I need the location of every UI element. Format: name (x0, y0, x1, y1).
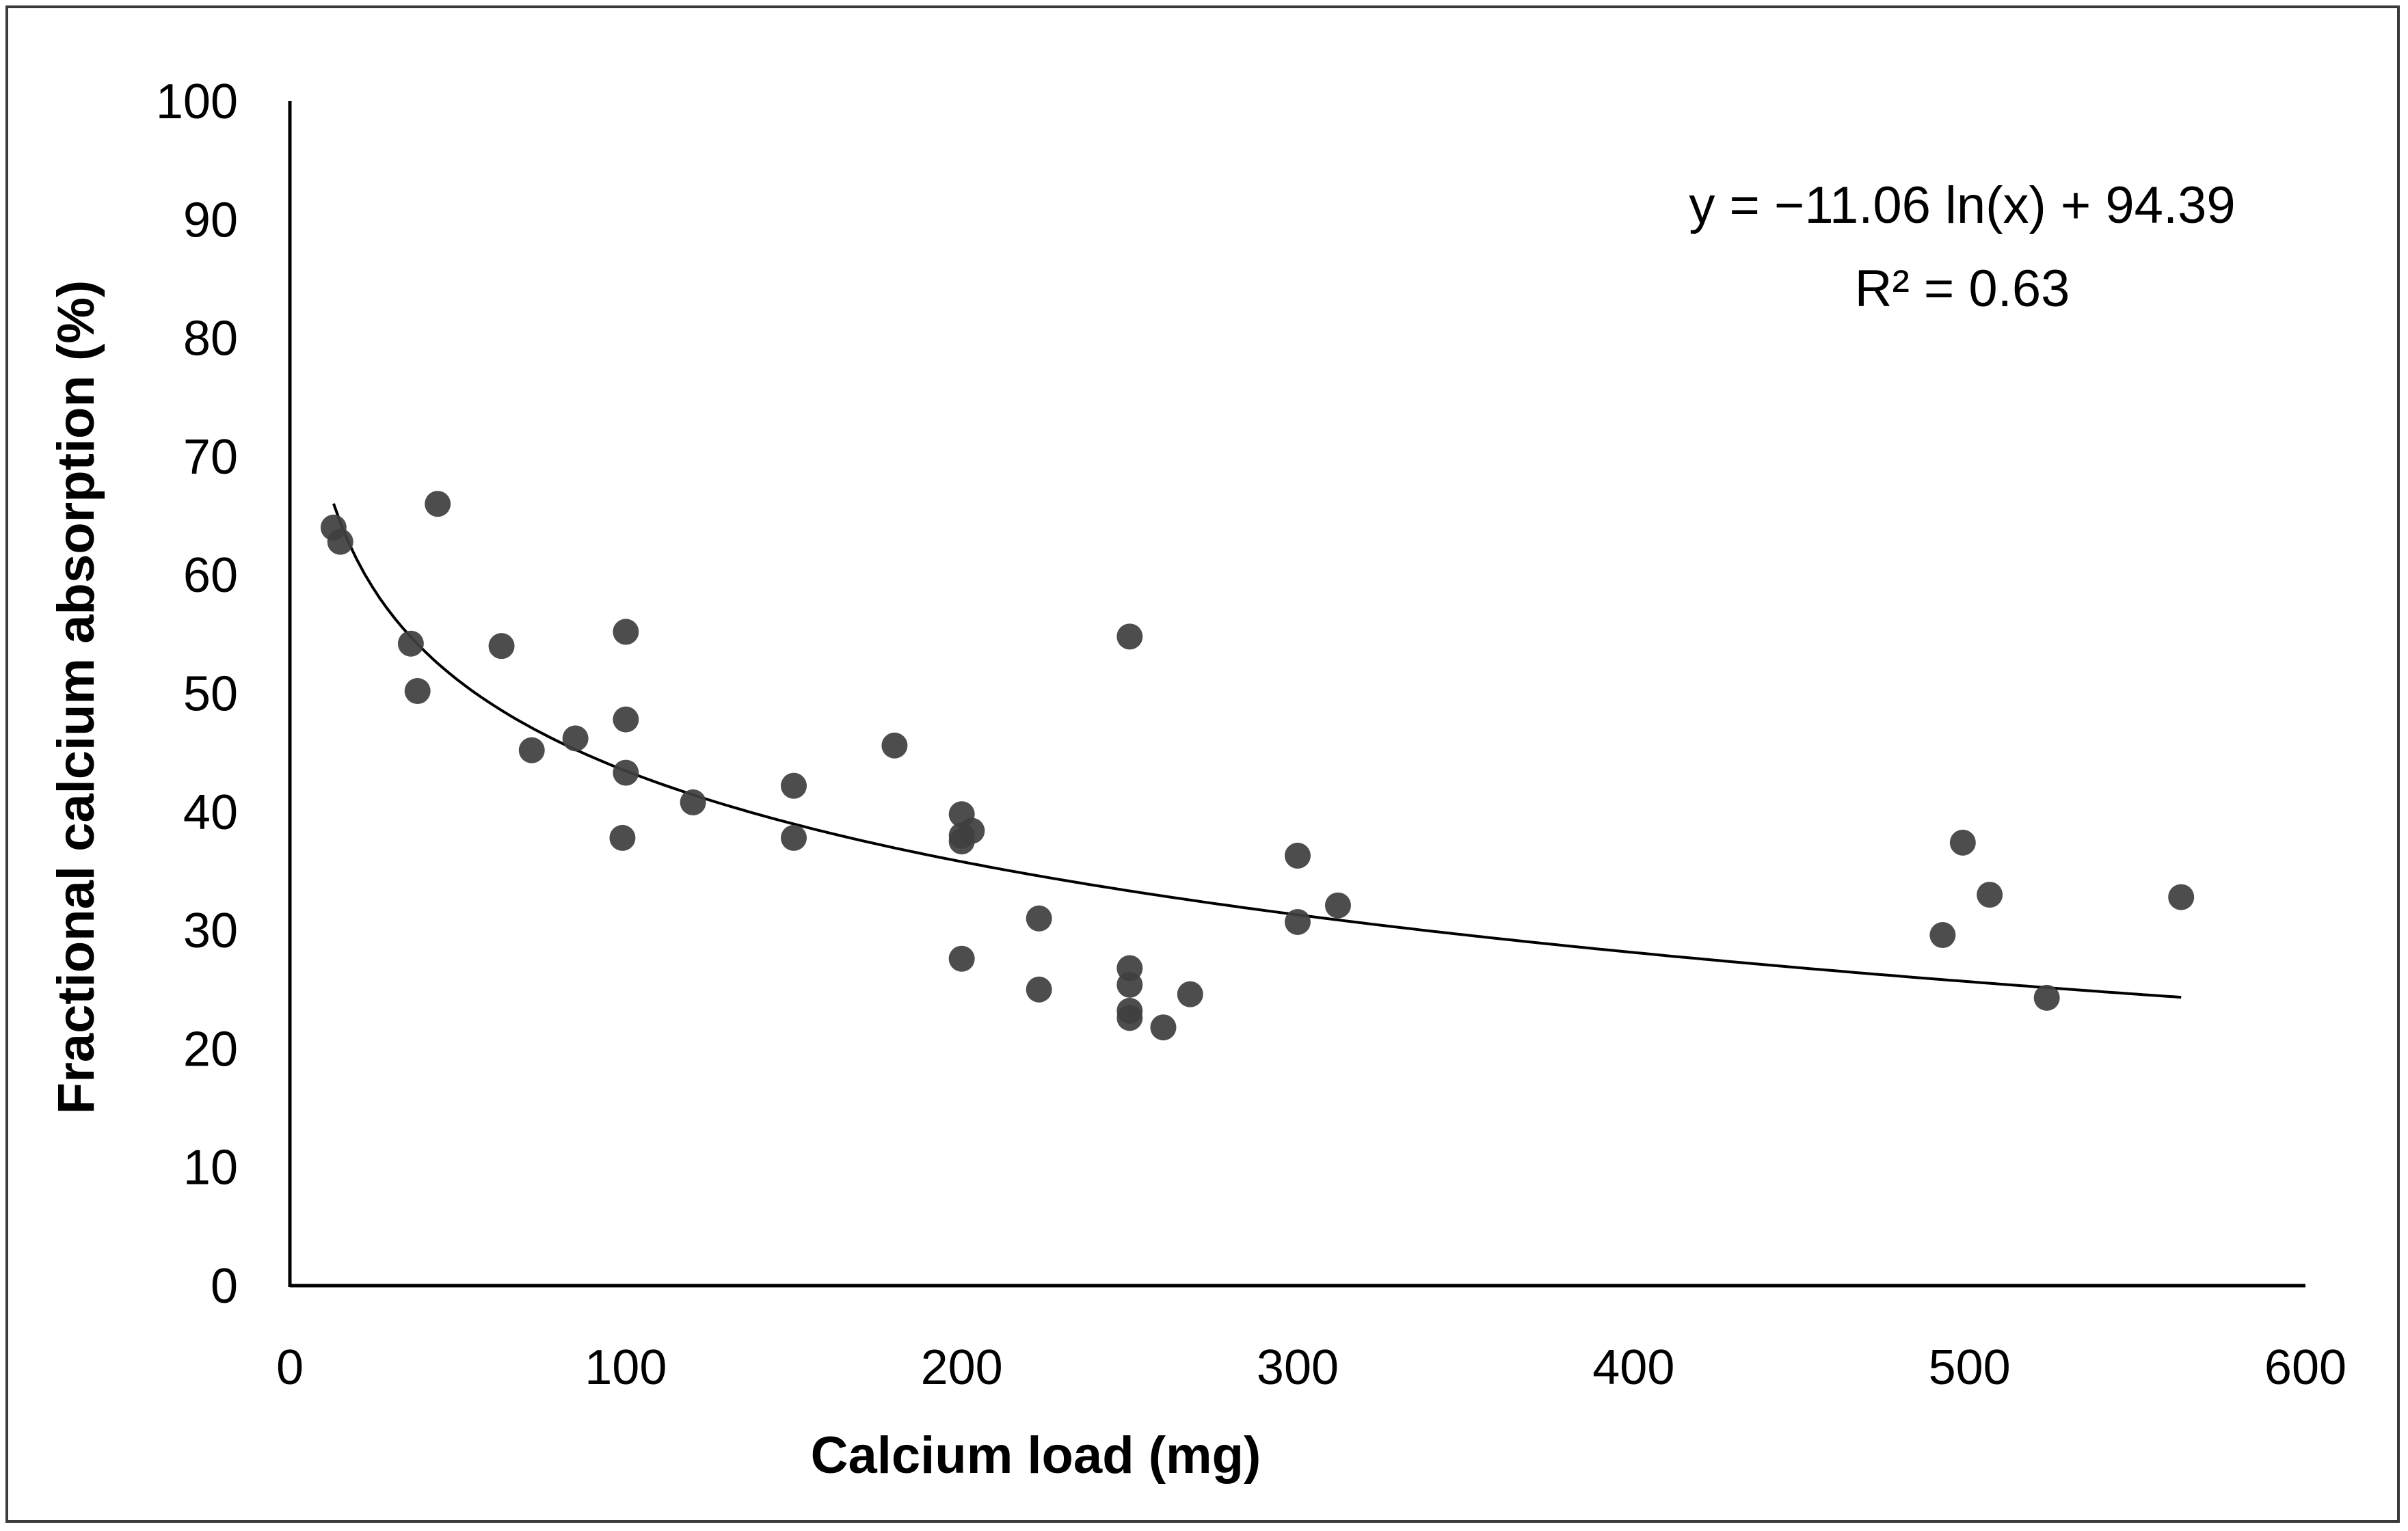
data-point-13 (781, 772, 807, 799)
y-tick-label-7: 70 (183, 430, 238, 485)
trendline-equation: y = −11.06 ln(x) + 94.39 (1689, 176, 2235, 234)
data-point-22 (1026, 976, 1052, 1003)
y-tick-label-1: 10 (183, 1141, 238, 1195)
data-point-36 (2033, 984, 2060, 1011)
data-point-35 (1977, 882, 2003, 908)
chart-frame (5, 5, 2400, 1523)
data-point-9 (613, 619, 639, 645)
y-tick-label-5: 50 (183, 667, 238, 722)
y-tick-label-6: 60 (183, 548, 238, 603)
axes (288, 101, 2305, 1288)
x-tick-label-3: 300 (1257, 1340, 1339, 1395)
x-tick-label-6: 600 (2264, 1340, 2346, 1395)
r-squared-label: R² = 0.63 (1855, 260, 2070, 318)
data-point-10 (613, 706, 639, 733)
data-point-34 (1949, 829, 1976, 856)
x-tick-label-2: 200 (921, 1340, 1003, 1395)
trendline (332, 503, 2182, 999)
y-tick-label-2: 20 (183, 1022, 238, 1076)
x-tick-label-1: 100 (585, 1340, 667, 1395)
y-tick-label-0: 0 (211, 1259, 238, 1314)
data-point-27 (1116, 1005, 1143, 1031)
data-point-14 (781, 824, 807, 851)
x-tick-label-0: 0 (276, 1340, 304, 1395)
data-point-19 (959, 817, 985, 844)
data-point-11 (613, 759, 639, 786)
data-point-20 (948, 945, 975, 972)
y-tick-labels: 0 10 20 30 40 50 60 70 80 90 100 (156, 74, 238, 1314)
data-point-4 (425, 491, 451, 517)
y-axis-title: Fractional calcium absorption (%) (47, 280, 105, 1114)
data-point-8 (609, 824, 636, 851)
data-point-31 (1285, 908, 1311, 935)
data-point-15 (881, 732, 908, 759)
data-point-33 (1929, 922, 1956, 949)
data-point-25 (1116, 971, 1143, 998)
x-tick-labels: 0 100 200 300 400 500 600 (276, 1340, 2346, 1395)
y-tick-label-3: 30 (183, 904, 238, 958)
data-point-32 (1324, 892, 1351, 919)
data-point-21 (1026, 905, 1052, 932)
data-point-7 (562, 725, 589, 752)
data-point-29 (1177, 981, 1203, 1007)
x-tick-label-4: 400 (1592, 1340, 1674, 1395)
x-axis-title: Calcium load (mg) (811, 1426, 1261, 1485)
data-point-6 (518, 737, 545, 763)
data-point-12 (680, 789, 706, 815)
data-point-5 (488, 633, 515, 660)
data-point-23 (1116, 623, 1143, 650)
y-tick-label-8: 80 (183, 312, 238, 366)
y-tick-label-4: 40 (183, 785, 238, 840)
y-tick-label-10: 100 (156, 74, 238, 129)
data-point-2 (397, 630, 424, 657)
y-tick-label-9: 90 (183, 193, 238, 247)
x-tick-label-5: 500 (1929, 1340, 2011, 1395)
data-point-37 (2168, 884, 2195, 910)
data-point-28 (1150, 1014, 1177, 1041)
data-point-1 (327, 528, 353, 555)
data-point-30 (1285, 842, 1311, 869)
data-points (320, 491, 2195, 1041)
data-point-3 (404, 678, 431, 705)
